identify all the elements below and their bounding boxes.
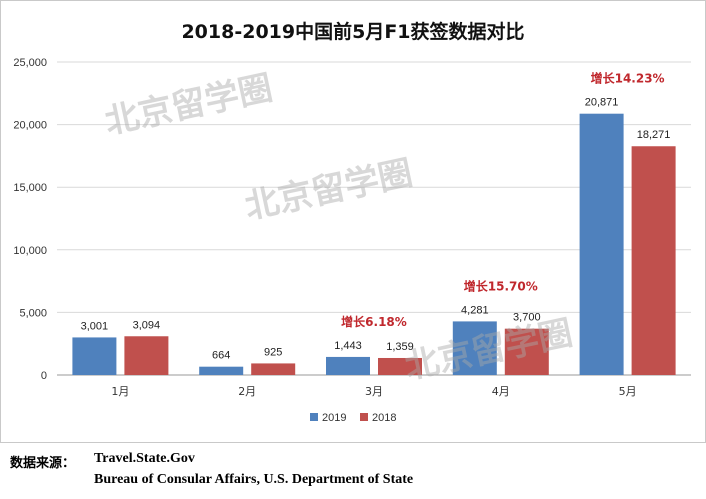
chart-title: 2018-2019中国前5月F1获签数据对比 (181, 20, 524, 43)
watermark-text: 北京留学圈 (101, 68, 276, 142)
chart-frame: 2018-2019中国前5月F1获签数据对比 0 5,000 10,000 15,00… (0, 0, 706, 443)
x-tick-label: 2月 (238, 385, 256, 398)
annotations: 增长6.18% 增长15.70% 增长14.23% (341, 71, 664, 329)
bar-2019-2 (199, 366, 244, 375)
bar-2018-4 (504, 328, 549, 375)
legend-label: 2018 (372, 412, 396, 424)
data-labels: 3,001 3,094 664 925 1,443 1,359 4,281 3,700 20,8… (81, 97, 671, 362)
y-tick-label: 0 (41, 370, 47, 382)
x-axis-ticks: 1月 2月 3月 4月 5月 (111, 385, 636, 398)
data-label: 20,871 (585, 97, 619, 109)
y-tick-label: 20,000 (13, 120, 47, 132)
bar-chart: 2018-2019中国前5月F1获签数据对比 0 5,000 10,000 15,00… (13, 20, 691, 424)
x-tick-label: 4月 (492, 385, 510, 398)
bar-2018-3 (378, 357, 422, 375)
bar-2019-4 (452, 321, 497, 375)
y-axis-ticks: 0 5,000 10,000 15,000 20,000 25,000 (13, 57, 47, 382)
legend-label: 2019 (322, 412, 346, 424)
source-line-1: Travel.State.Gov (94, 451, 195, 466)
data-source: 数据来源： Travel.State.Gov Bureau of Consula… (8, 449, 698, 493)
y-tick-label: 5,000 (19, 307, 47, 319)
x-tick-label: 3月 (365, 385, 383, 398)
legend: 2019 2018 (310, 412, 396, 424)
data-label: 3,001 (81, 320, 109, 332)
bar-2018-2 (251, 363, 296, 375)
growth-annotation: 增长14.23% (591, 71, 665, 86)
bar-2018-1 (124, 336, 169, 375)
growth-annotation: 增长15.70% (464, 278, 538, 293)
watermark-text: 北京留学圈 (241, 153, 416, 227)
bar-2019-5 (579, 113, 624, 376)
data-label: 3,094 (133, 319, 161, 331)
bar-2019-1 (72, 337, 117, 375)
x-tick-label: 1月 (111, 385, 129, 398)
data-label: 925 (264, 346, 282, 358)
y-tick-label: 25,000 (13, 57, 47, 69)
y-tick-label: 15,000 (13, 182, 47, 194)
source-label: 数据来源： (10, 456, 76, 471)
data-label: 3,700 (513, 312, 541, 324)
data-label: 1,359 (386, 341, 414, 353)
bars (72, 113, 676, 376)
bar-2019-3 (326, 356, 370, 375)
growth-annotation: 增长6.18% (341, 314, 407, 329)
data-label: 4,281 (461, 304, 489, 316)
data-label: 1,443 (334, 340, 362, 352)
bar-2018-5 (631, 146, 676, 375)
x-tick-label: 5月 (619, 385, 637, 398)
data-label: 18,271 (637, 129, 671, 141)
data-label: 664 (212, 350, 230, 362)
legend-swatch (360, 413, 368, 421)
source-line-2: Bureau of Consular Affairs, U.S. Departm… (94, 472, 414, 487)
legend-swatch (310, 413, 318, 421)
y-tick-label: 10,000 (13, 245, 47, 257)
